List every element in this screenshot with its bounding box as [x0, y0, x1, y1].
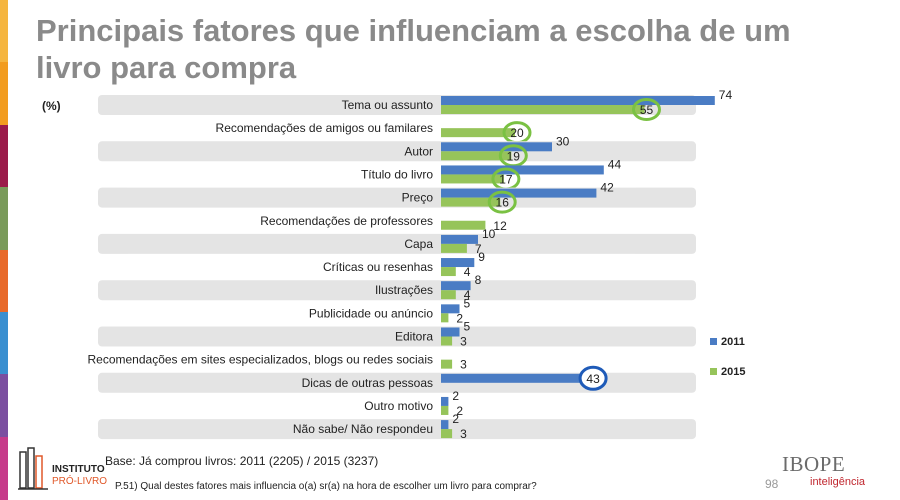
category-label: Publicidade ou anúncio — [309, 306, 433, 320]
legend-swatch-2011 — [710, 338, 717, 345]
category-label: Recomendações em sites especializados, b… — [87, 353, 433, 367]
page-number: 98 — [765, 477, 779, 491]
bar-2011 — [441, 327, 460, 337]
legend-label-2015: 2015 — [721, 366, 745, 378]
unit-label: (%) — [42, 99, 61, 113]
strip-segment — [0, 124, 8, 189]
value-label-2015: 12 — [493, 219, 507, 233]
bar-2011 — [441, 96, 715, 105]
bar-2015 — [441, 174, 504, 184]
logo-line-2: PRÓ-LIVRO — [52, 476, 108, 487]
value-label-2011: 9 — [478, 250, 485, 264]
value-label-2015: 3 — [460, 358, 467, 372]
instituto-pro-livro-logo — [18, 447, 48, 490]
ibope-logo: IBOPE — [782, 452, 846, 476]
value-label-2015: 4 — [464, 288, 471, 302]
bar-2015 — [441, 336, 453, 346]
value-label-2011: 5 — [464, 320, 471, 334]
value-label-2011: 5 — [464, 296, 471, 310]
bar-2011 — [441, 281, 471, 291]
bar-2015 — [441, 151, 512, 161]
strip-segment — [0, 249, 8, 313]
highlight-circle-2011 — [578, 365, 608, 391]
value-label-2015: 19 — [507, 149, 521, 163]
left-color-strip — [0, 0, 8, 500]
base-note: Base: Já comprou livros: 2011 (2205) / 2… — [105, 454, 379, 468]
value-label-2011: 2 — [452, 412, 459, 426]
value-label-2011: 8 — [475, 273, 482, 287]
value-label-2011: 2 — [452, 389, 459, 403]
strip-segment — [0, 0, 8, 64]
category-label: Autor — [404, 144, 433, 158]
value-label-2011: 30 — [556, 134, 570, 148]
bar-2011 — [441, 373, 601, 383]
row-band — [98, 326, 696, 347]
category-label: Dicas de outras pessoas — [302, 376, 433, 390]
bar-2011 — [441, 188, 597, 198]
value-label-2011: 43 — [586, 372, 600, 386]
bar-2011 — [441, 234, 478, 244]
bar-2011 — [441, 258, 475, 268]
bar-2015 — [441, 313, 449, 323]
category-label: Capa — [404, 237, 433, 251]
legend-swatch-2015 — [710, 368, 717, 375]
bar-2015 — [441, 359, 453, 369]
bar-2011 — [441, 142, 552, 152]
row-band — [98, 141, 696, 162]
value-label-2015: 3 — [460, 427, 467, 441]
bar-2011 — [441, 165, 604, 175]
category-label: Não sabe/ Não respondeu — [293, 422, 433, 436]
category-label: Recomendações de amigos ou familares — [216, 121, 433, 135]
value-label-2011: 44 — [608, 157, 622, 171]
bar-2015 — [441, 128, 515, 138]
page-title: Principais fatores que influenciam a esc… — [36, 13, 791, 85]
category-label: Preço — [402, 191, 434, 205]
category-label: Outro motivo — [364, 399, 433, 413]
row-band — [98, 233, 696, 254]
category-label: Tema ou assunto — [342, 98, 434, 112]
category-label: Editora — [395, 330, 433, 344]
logo-line-1: INSTITUTO — [52, 464, 105, 475]
strip-segment — [0, 62, 8, 126]
bar-2011 — [441, 420, 449, 430]
strip-segment — [0, 311, 8, 376]
highlight-circle-2015 — [632, 98, 661, 121]
row-band — [98, 280, 696, 301]
row-band — [98, 419, 696, 440]
category-label: Recomendações de professores — [260, 214, 433, 228]
strip-segment — [0, 187, 8, 251]
legend-label-2011: 2011 — [721, 336, 745, 348]
bar-2015 — [441, 105, 645, 114]
value-label-2011: 10 — [482, 227, 496, 241]
ibope-logo-subtitle: inteligência — [810, 476, 866, 488]
value-label-2015: 2 — [456, 311, 463, 325]
value-label-2015: 16 — [496, 196, 510, 210]
bar-2011 — [441, 396, 449, 406]
value-label-2011: 74 — [719, 88, 733, 102]
value-label-2015: 3 — [460, 335, 467, 349]
bar-2015 — [441, 405, 449, 415]
value-label-2015: 7 — [475, 242, 482, 256]
category-label: Ilustrações — [375, 283, 433, 297]
bar-2015 — [441, 243, 467, 253]
bar-2015 — [441, 220, 486, 230]
bar-2015 — [441, 267, 456, 277]
value-label-2015: 17 — [499, 172, 513, 186]
value-label-2015: 20 — [510, 126, 524, 140]
value-label-2015: 2 — [456, 404, 463, 418]
category-label: Críticas ou resenhas — [323, 260, 433, 274]
value-label-2015: 4 — [464, 265, 471, 279]
bar-2015 — [441, 429, 453, 439]
bar-2015 — [441, 197, 501, 207]
question-note: P.51) Qual destes fatores mais influenci… — [115, 481, 537, 492]
bar-2011 — [441, 304, 460, 314]
highlight-circle-2015 — [487, 190, 517, 214]
value-label-2011: 42 — [600, 181, 614, 195]
value-label-2015: 55 — [640, 103, 654, 117]
bar-2015 — [441, 290, 456, 300]
category-label: Título do livro — [361, 167, 433, 181]
strip-segment — [0, 436, 8, 500]
strip-segment — [0, 374, 8, 438]
